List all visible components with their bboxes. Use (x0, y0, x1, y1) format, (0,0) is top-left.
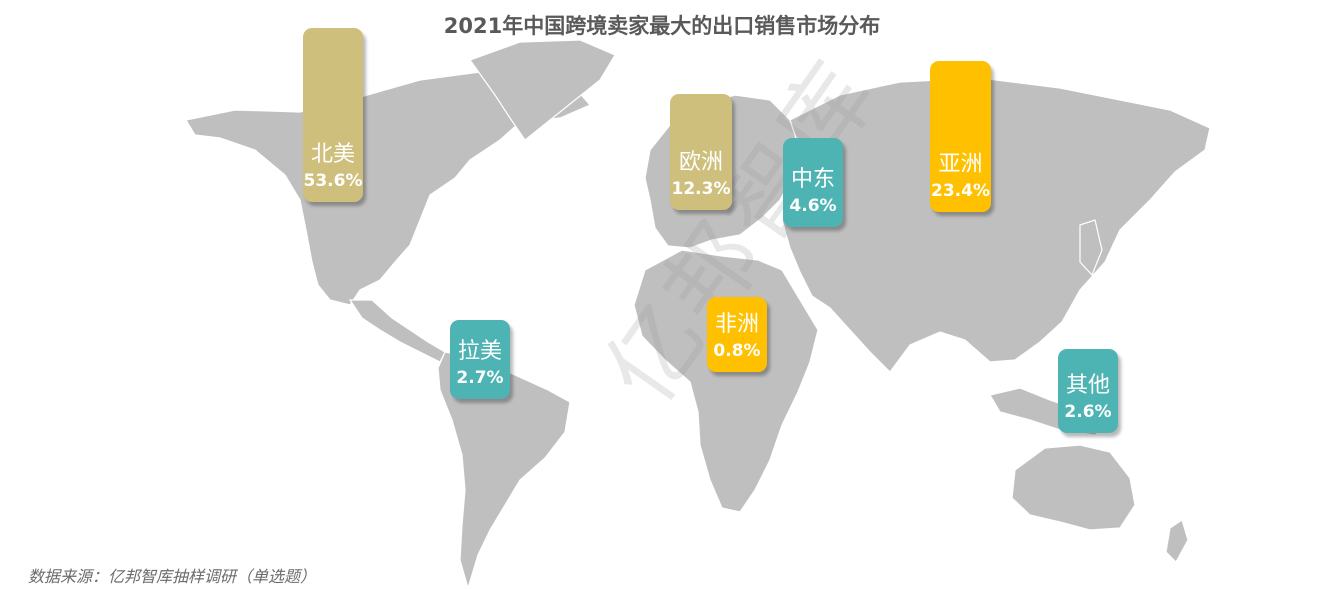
bar-middle-east: 中东 4.6% (783, 138, 843, 227)
central-america-landmass (348, 299, 446, 363)
chart-title: 2021年中国跨境卖家最大的出口销售市场分布 (443, 14, 881, 38)
bar-label-north-america: 北美 (310, 142, 355, 167)
bar-other: 其他 2.6% (1058, 349, 1118, 433)
bar-latin-america: 拉美 2.7% (450, 320, 510, 399)
africa-landmass (633, 249, 819, 513)
bar-africa: 非洲 0.8% (707, 297, 767, 372)
south-america-landmass (437, 351, 571, 589)
australia-landmass (1011, 444, 1136, 531)
data-source-note: 数据来源：亿邦智库抽样调研（单选题） (28, 567, 317, 586)
bar-label-europe: 欧洲 (678, 150, 723, 175)
bar-europe: 欧洲 12.3% (670, 94, 732, 210)
bar-label-middle-east: 中东 (790, 167, 835, 192)
bar-value-north-america: 53.6% (303, 171, 363, 191)
bar-value-other: 2.6% (1064, 402, 1112, 422)
bar-value-asia: 23.4% (931, 181, 990, 201)
bar-value-middle-east: 4.6% (789, 196, 837, 216)
japan-landmass (1079, 219, 1103, 277)
bar-asia: 亚洲 23.4% (930, 61, 991, 212)
greenland-landmass (469, 39, 616, 141)
bar-label-africa: 非洲 (714, 312, 759, 337)
bar-value-europe: 12.3% (671, 179, 731, 199)
new-zealand-landmass (1165, 519, 1189, 563)
bar-value-latin-america: 2.7% (456, 368, 504, 388)
asia-landmass (781, 77, 1211, 373)
bar-value-africa: 0.8% (713, 341, 761, 361)
bar-label-other: 其他 (1065, 373, 1110, 398)
bar-label-latin-america: 拉美 (457, 339, 502, 364)
bar-label-asia: 亚洲 (938, 152, 983, 177)
bar-north-america: 北美 53.6% (303, 28, 363, 202)
